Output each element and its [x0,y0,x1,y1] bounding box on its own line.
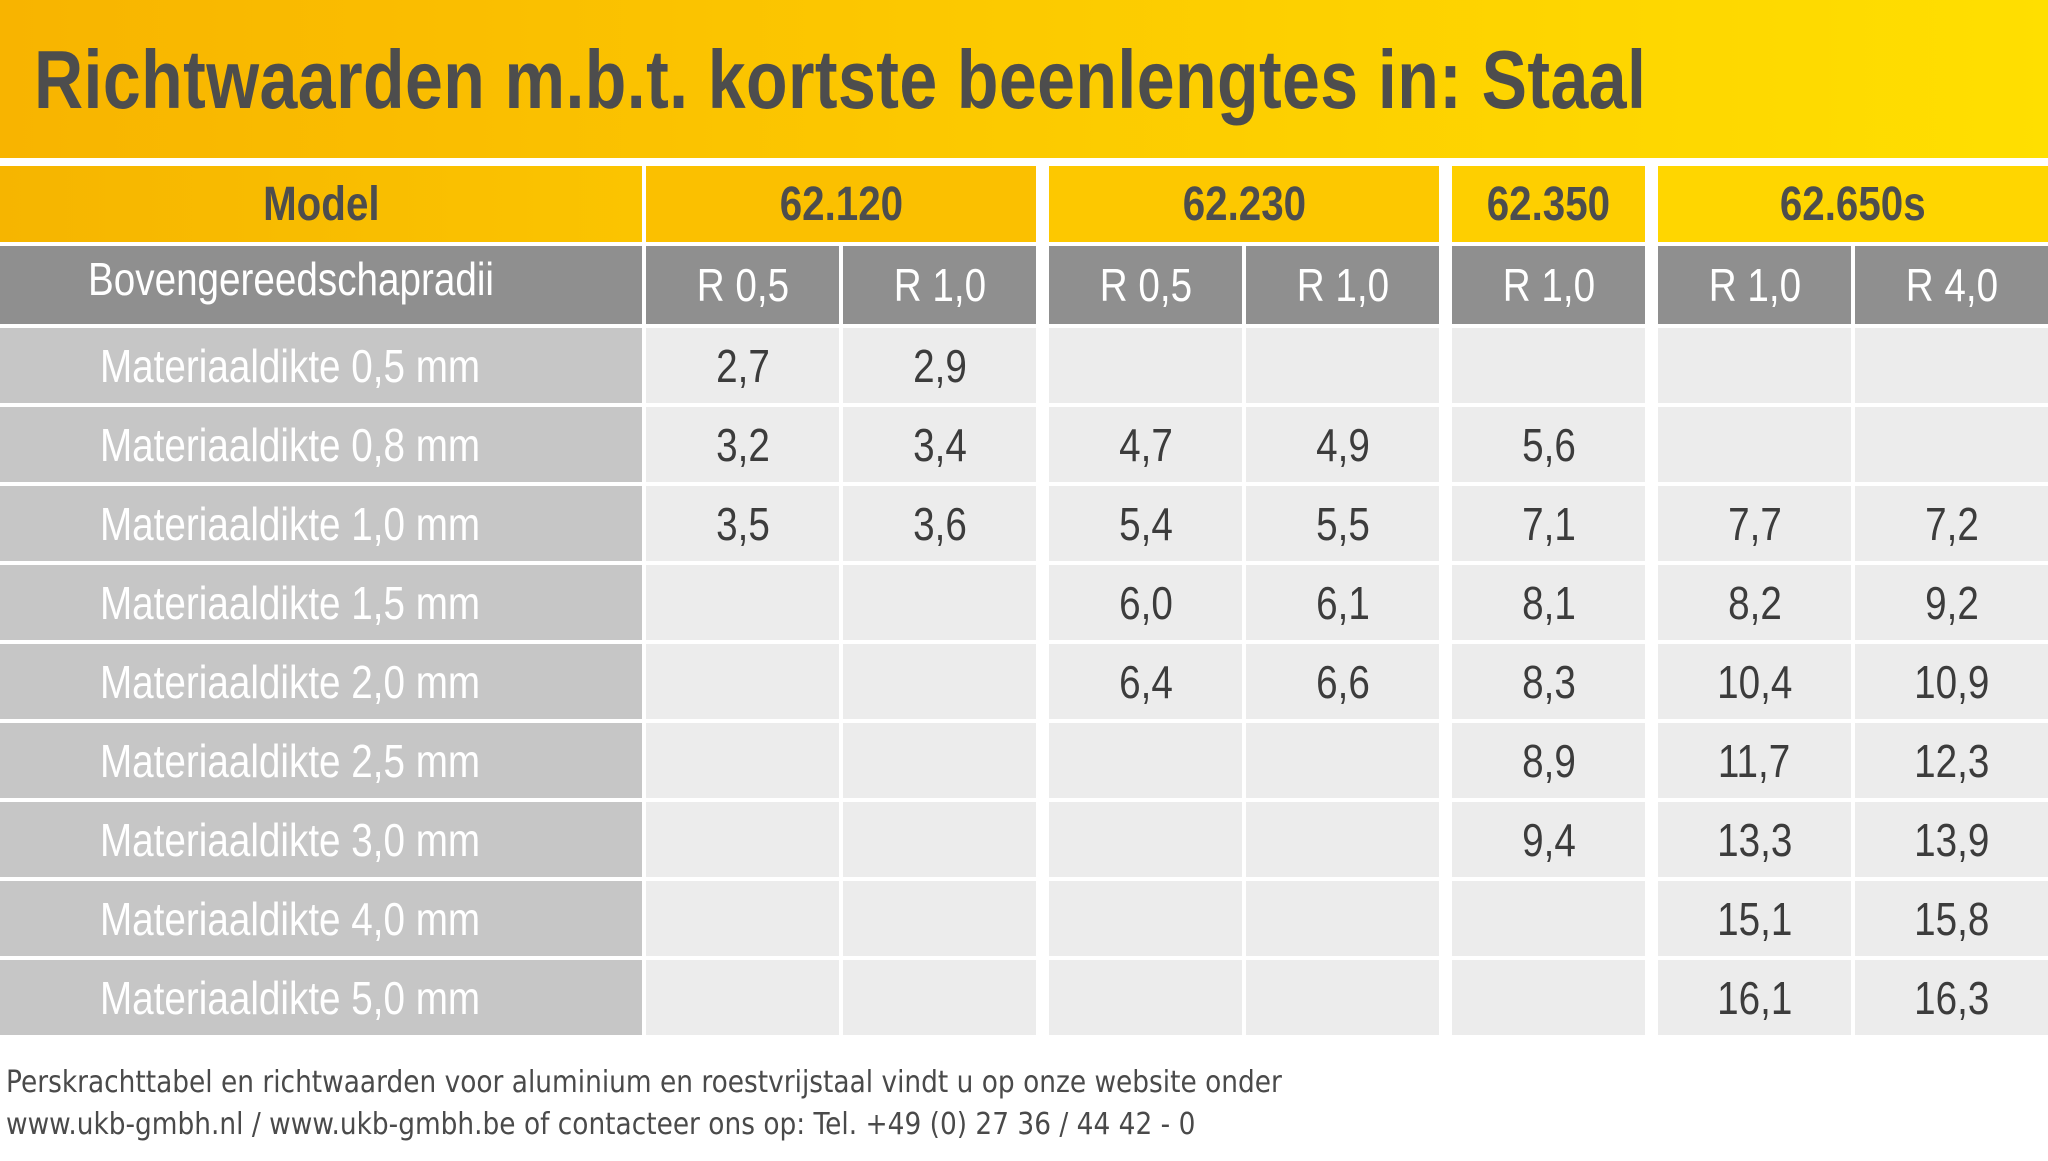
value-cell [1049,723,1242,798]
model-header-62-230: 62.230 [1049,166,1439,242]
value-cell [1049,802,1242,877]
row-label: Materiaaldikte 2,0 mm [0,644,642,719]
value-cell [843,802,1036,877]
footer-note: Perskrachttabel en richtwaarden voor alu… [6,1062,1282,1146]
value-cell [1855,328,2048,403]
value-cell [1246,328,1439,403]
value-cell [646,644,839,719]
value-cell [1246,723,1439,798]
value-cell: 6,0 [1049,565,1242,640]
radius-header: R 1,0 [1658,246,1851,324]
value-cell [1658,328,1851,403]
value-cell [1246,960,1439,1035]
row-label: Materiaaldikte 3,0 mm [0,802,642,877]
model-header-62-120: 62.120 [646,166,1036,242]
footer-line-1: Perskrachttabel en richtwaarden voor alu… [6,1065,1282,1100]
value-cell: 8,3 [1452,644,1645,719]
values-table: Model 62.120 62.230 62.350 62.650s Boven… [0,166,2048,1035]
value-cell: 7,1 [1452,486,1645,561]
radius-header: R 1,0 [843,246,1036,324]
value-cell: 9,4 [1452,802,1645,877]
value-cell: 3,2 [646,407,839,482]
value-cell: 12,3 [1855,723,2048,798]
row-label: Materiaaldikte 2,5 mm [0,723,642,798]
value-cell [1452,881,1645,956]
radius-header: R 0,5 [646,246,839,324]
radius-header: R 4,0 [1855,246,2048,324]
column-divider [1040,166,1045,1035]
value-cell: 2,9 [843,328,1036,403]
value-cell: 9,2 [1855,565,2048,640]
value-cell: 8,1 [1452,565,1645,640]
radius-header: R 0,5 [1049,246,1242,324]
row-label: Materiaaldikte 1,5 mm [0,565,642,640]
radius-header-label: Bovengereedschapradii [0,246,642,324]
row-label: Materiaaldikte 0,5 mm [0,328,642,403]
value-cell: 3,6 [843,486,1036,561]
value-cell [646,960,839,1035]
radius-header: R 1,0 [1246,246,1439,324]
row-label: Materiaaldikte 1,0 mm [0,486,642,561]
value-cell [843,723,1036,798]
value-cell: 3,5 [646,486,839,561]
value-cell: 5,6 [1452,407,1645,482]
value-cell [1246,881,1439,956]
value-cell [843,565,1036,640]
value-cell: 11,7 [1658,723,1851,798]
value-cell: 4,9 [1246,407,1439,482]
value-cell [646,723,839,798]
value-cell [1049,881,1242,956]
value-cell [1452,960,1645,1035]
value-cell: 5,4 [1049,486,1242,561]
value-cell [1452,328,1645,403]
value-cell: 5,5 [1246,486,1439,561]
value-cell [1049,960,1242,1035]
value-cell: 13,9 [1855,802,2048,877]
value-cell: 13,3 [1658,802,1851,877]
row-label: Materiaaldikte 4,0 mm [0,881,642,956]
row-label: Materiaaldikte 0,8 mm [0,407,642,482]
model-header-label: Model [0,166,642,242]
footer-line-2: www.ukb-gmbh.nl / www.ukb-gmbh.be of con… [6,1107,1196,1142]
page-title: Richtwaarden m.b.t. kortste beenlengtes … [34,33,1647,126]
value-cell: 2,7 [646,328,839,403]
value-cell: 16,1 [1658,960,1851,1035]
value-cell: 16,3 [1855,960,2048,1035]
model-header-62-650s: 62.650s [1658,166,2048,242]
value-cell: 15,1 [1658,881,1851,956]
value-cell [843,644,1036,719]
row-label: Materiaaldikte 5,0 mm [0,960,642,1035]
value-cell: 8,9 [1452,723,1645,798]
value-cell: 10,4 [1658,644,1851,719]
value-cell [843,960,1036,1035]
value-cell [646,565,839,640]
value-cell: 8,2 [1658,565,1851,640]
value-cell [646,802,839,877]
value-cell: 6,4 [1049,644,1242,719]
value-cell [646,881,839,956]
value-cell [1049,328,1242,403]
value-cell: 3,4 [843,407,1036,482]
radius-header: R 1,0 [1452,246,1645,324]
model-header-62-350: 62.350 [1452,166,1645,242]
value-cell: 6,1 [1246,565,1439,640]
value-cell: 4,7 [1049,407,1242,482]
column-divider [1443,166,1448,1035]
value-cell: 7,7 [1658,486,1851,561]
value-cell [1658,407,1851,482]
value-cell [1855,407,2048,482]
value-cell [1246,802,1439,877]
value-cell: 15,8 [1855,881,2048,956]
value-cell: 7,2 [1855,486,2048,561]
column-divider [1649,166,1654,1035]
value-cell: 6,6 [1246,644,1439,719]
value-cell: 10,9 [1855,644,2048,719]
value-cell [843,881,1036,956]
title-bar: Richtwaarden m.b.t. kortste beenlengtes … [0,0,2048,158]
